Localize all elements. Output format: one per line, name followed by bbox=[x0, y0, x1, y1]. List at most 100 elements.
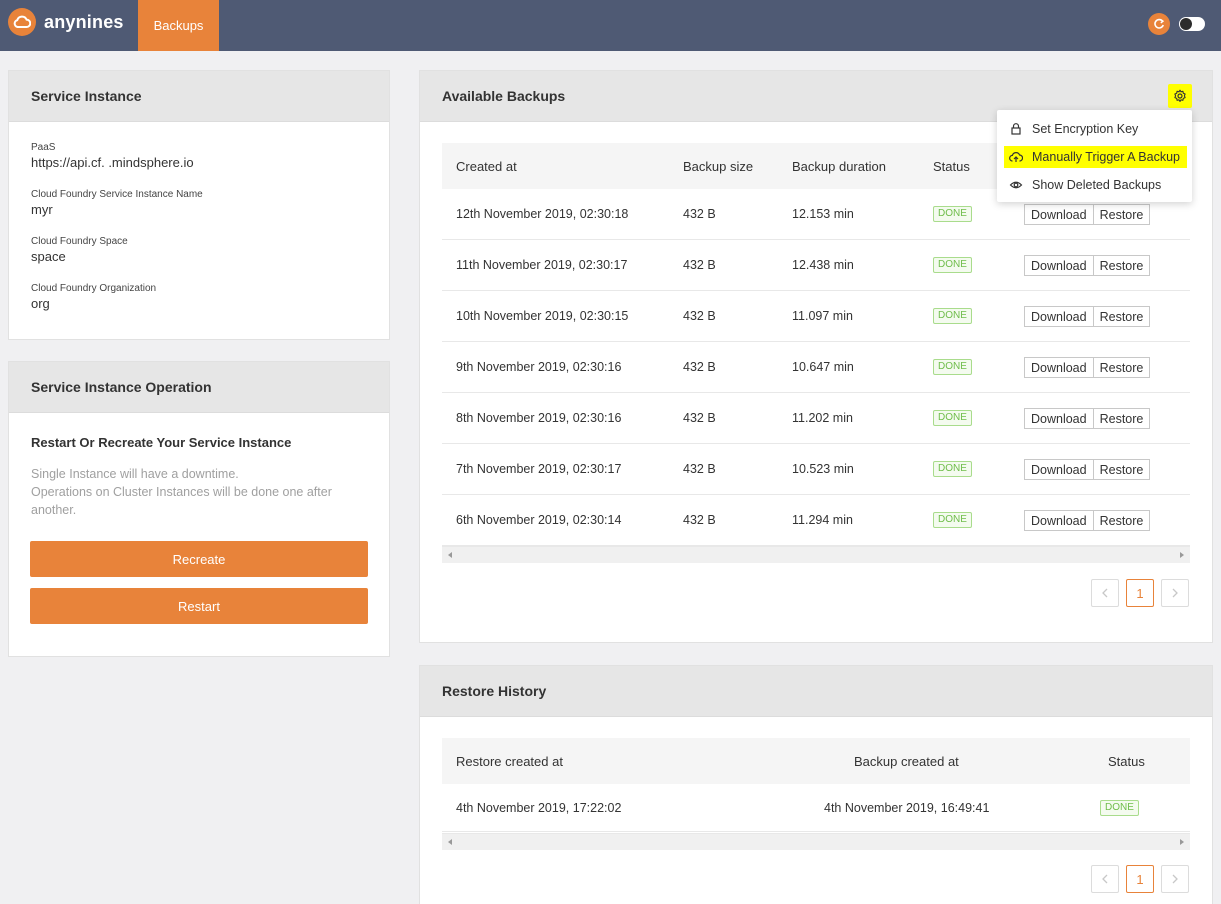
backup-duration-cell: 12.438 min bbox=[792, 258, 854, 272]
status-badge: DONE bbox=[933, 257, 972, 273]
backup-created-cell: 4th November 2019, 16:49:41 bbox=[824, 800, 990, 815]
field-value-paas: https://api.cf. .mindsphere.io bbox=[31, 155, 194, 170]
field-label-organization: Cloud Foundry Organization bbox=[31, 283, 157, 294]
status-badge: DONE bbox=[933, 410, 972, 426]
cloud-upload-icon bbox=[1009, 152, 1023, 162]
download-button[interactable]: Download bbox=[1024, 459, 1094, 480]
download-button[interactable]: Download bbox=[1024, 204, 1094, 225]
service-operation-title: Service Instance Operation bbox=[9, 362, 389, 413]
settings-gear-icon[interactable] bbox=[1168, 84, 1192, 108]
restart-button[interactable]: Restart bbox=[30, 588, 368, 624]
refresh-icon[interactable] bbox=[1148, 13, 1170, 35]
row-actions: Download Restore bbox=[1024, 306, 1151, 327]
service-operation-card: Service Instance Operation Restart Or Re… bbox=[8, 361, 390, 657]
col-backup-duration[interactable]: Backup duration bbox=[792, 158, 886, 174]
col-status[interactable]: Status bbox=[933, 158, 970, 174]
page-1-button[interactable]: 1 bbox=[1126, 579, 1154, 607]
restore-button[interactable]: Restore bbox=[1093, 204, 1151, 225]
status-cell: DONE bbox=[933, 495, 972, 545]
backup-row: 9th November 2019, 02:30:16 432 B 10.647 m… bbox=[442, 342, 1190, 393]
menu-item-label: Set Encryption Key bbox=[1032, 122, 1139, 136]
status-badge: DONE bbox=[933, 512, 972, 528]
restore-history-title: Restore History bbox=[420, 666, 1212, 717]
prev-page-button[interactable] bbox=[1091, 865, 1119, 893]
next-page-button[interactable] bbox=[1161, 865, 1189, 893]
nav-tab-backups[interactable]: Backups bbox=[138, 0, 219, 51]
download-button[interactable]: Download bbox=[1024, 255, 1094, 276]
backup-duration-cell: 10.523 min bbox=[792, 462, 854, 476]
download-button[interactable]: Download bbox=[1024, 306, 1094, 327]
menu-item-set-encryption-key[interactable]: Set Encryption Key bbox=[1004, 118, 1138, 140]
restore-status-cell: DONE bbox=[1100, 784, 1139, 831]
field-label-instance-name: Cloud Foundry Service Instance Name bbox=[31, 189, 203, 200]
created-at-cell: 12th November 2019, 02:30:18 bbox=[456, 207, 629, 221]
theme-toggle[interactable] bbox=[1179, 17, 1205, 31]
status-badge: DONE bbox=[933, 308, 972, 324]
backup-size-cell: 432 B bbox=[683, 258, 716, 272]
scroll-right-icon[interactable] bbox=[1180, 552, 1184, 558]
restore-pagination: 1 bbox=[1091, 865, 1189, 893]
restore-button[interactable]: Restore bbox=[1093, 255, 1151, 276]
status-cell: DONE bbox=[933, 240, 972, 290]
restore-button[interactable]: Restore bbox=[1093, 357, 1151, 378]
row-actions: Download Restore bbox=[1024, 459, 1151, 480]
next-page-button[interactable] bbox=[1161, 579, 1189, 607]
col-backup-size[interactable]: Backup size bbox=[683, 158, 754, 174]
row-actions: Download Restore bbox=[1024, 357, 1151, 378]
status-badge: DONE bbox=[933, 206, 972, 222]
backup-size-cell: 432 B bbox=[683, 360, 716, 374]
scroll-left-icon[interactable] bbox=[448, 839, 452, 845]
menu-item-manually-trigger-backup[interactable]: Manually Trigger A Backup bbox=[1004, 146, 1187, 168]
service-instance-card: Service Instance PaaS https://api.cf. .m… bbox=[8, 70, 390, 340]
created-at-cell: 11th November 2019, 02:30:17 bbox=[456, 258, 628, 272]
backup-row: 11th November 2019, 02:30:17 432 B 12.438 … bbox=[442, 240, 1190, 291]
backup-duration-cell: 12.153 min bbox=[792, 207, 854, 221]
prev-page-button[interactable] bbox=[1091, 579, 1119, 607]
backup-size-cell: 432 B bbox=[683, 513, 716, 527]
lock-icon bbox=[1011, 123, 1021, 135]
backups-horizontal-scrollbar[interactable] bbox=[442, 546, 1190, 563]
created-at-cell: 10th November 2019, 02:30:15 bbox=[456, 309, 629, 323]
status-cell: DONE bbox=[933, 444, 972, 494]
status-cell: DONE bbox=[933, 291, 972, 341]
toggle-knob bbox=[1180, 18, 1192, 30]
restore-button[interactable]: Restore bbox=[1093, 408, 1151, 429]
col-created-at[interactable]: Created at bbox=[456, 158, 517, 174]
cloud-logo-icon bbox=[8, 8, 36, 36]
field-label-space: Cloud Foundry Space bbox=[31, 236, 128, 247]
backup-size-cell: 432 B bbox=[683, 411, 716, 425]
col-restore-created-at[interactable]: Restore created at bbox=[456, 753, 563, 769]
status-badge: DONE bbox=[933, 359, 972, 375]
scroll-left-icon[interactable] bbox=[448, 552, 452, 558]
restore-row: 4th November 2019, 17:22:02 4th November… bbox=[442, 784, 1190, 832]
restore-horizontal-scrollbar[interactable] bbox=[442, 833, 1190, 850]
restore-button[interactable]: Restore bbox=[1093, 510, 1151, 531]
menu-item-label: Manually Trigger A Backup bbox=[1032, 150, 1180, 164]
settings-dropdown-menu: Set Encryption Key Manually Trigger A Ba… bbox=[997, 110, 1192, 202]
created-at-cell: 7th November 2019, 02:30:17 bbox=[456, 462, 622, 476]
top-navigation-bar: anynines Backups bbox=[0, 0, 1221, 51]
menu-item-show-deleted-backups[interactable]: Show Deleted Backups bbox=[1004, 174, 1161, 196]
backup-duration-cell: 11.294 min bbox=[792, 513, 853, 527]
col-restore-status[interactable]: Status bbox=[1108, 753, 1145, 769]
download-button[interactable]: Download bbox=[1024, 357, 1094, 378]
page-1-button[interactable]: 1 bbox=[1126, 865, 1154, 893]
restore-created-cell: 4th November 2019, 17:22:02 bbox=[456, 800, 622, 815]
backup-row: 6th November 2019, 02:30:14 432 B 11.294 m… bbox=[442, 495, 1190, 546]
backup-row: 8th November 2019, 02:30:16 432 B 11.202 m… bbox=[442, 393, 1190, 444]
backup-size-cell: 432 B bbox=[683, 207, 716, 221]
backup-size-cell: 432 B bbox=[683, 309, 716, 323]
restore-button[interactable]: Restore bbox=[1093, 459, 1151, 480]
backup-duration-cell: 10.647 min bbox=[792, 360, 854, 374]
download-button[interactable]: Download bbox=[1024, 510, 1094, 531]
brand[interactable]: anynines bbox=[8, 8, 124, 36]
restore-button[interactable]: Restore bbox=[1093, 306, 1151, 327]
download-button[interactable]: Download bbox=[1024, 408, 1094, 429]
backups-pagination: 1 bbox=[1091, 579, 1189, 607]
status-badge: DONE bbox=[1100, 799, 1139, 816]
row-actions: Download Restore bbox=[1024, 255, 1151, 276]
recreate-button[interactable]: Recreate bbox=[30, 541, 368, 577]
scroll-right-icon[interactable] bbox=[1180, 839, 1184, 845]
row-actions: Download Restore bbox=[1024, 408, 1151, 429]
col-backup-created-at[interactable]: Backup created at bbox=[854, 753, 959, 769]
